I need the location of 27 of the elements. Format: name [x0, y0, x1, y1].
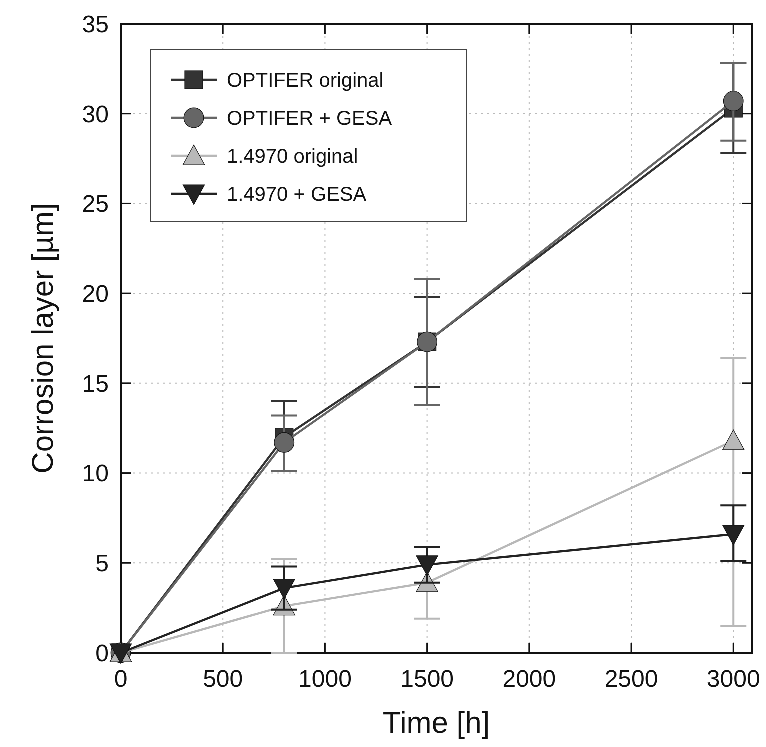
x-tick-label: 2000 — [502, 666, 556, 693]
point — [722, 430, 745, 450]
y-axis-title: Corrosion layer [µm] — [27, 203, 60, 474]
legend-label: 1.4970 original — [227, 146, 358, 168]
x-tick-label: 0 — [114, 666, 128, 693]
point — [274, 432, 295, 453]
legend-label: OPTIFER + GESA — [227, 108, 393, 130]
y-tick-label: 20 — [82, 280, 109, 308]
y-tick-label: 10 — [82, 460, 109, 488]
point — [722, 525, 745, 546]
legend-label: OPTIFER original — [227, 70, 384, 92]
y-tick-label: 25 — [82, 191, 109, 218]
x-axis-title: Time [h] — [382, 707, 490, 740]
x-tick-label: 3000 — [706, 666, 760, 693]
y-tick-label: 5 — [96, 550, 109, 578]
x-tick-label: 1500 — [400, 666, 454, 693]
x-tick-label: 500 — [203, 666, 244, 693]
y-tick-label: 15 — [82, 370, 109, 398]
y-tick-label: 30 — [82, 101, 109, 128]
x-tick-label: 1000 — [298, 666, 352, 693]
y-tick-label: 35 — [82, 11, 109, 38]
point — [416, 556, 438, 576]
point — [723, 91, 744, 112]
legend-label: 1.4970 + GESA — [227, 184, 368, 206]
x-tick-label: 2500 — [604, 666, 658, 693]
y-tick-label: 0 — [96, 640, 109, 668]
point — [273, 579, 296, 600]
